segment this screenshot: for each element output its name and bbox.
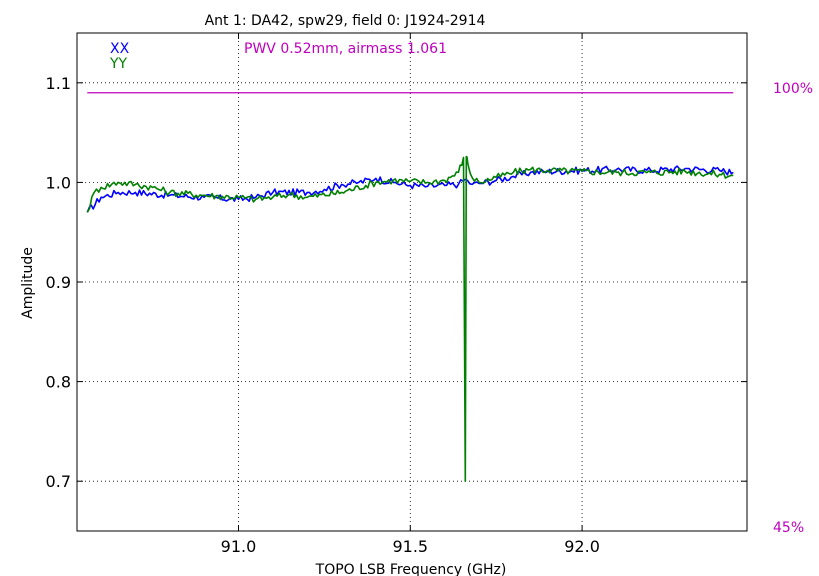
x-axis-label: TOPO LSB Frequency (GHz) [315, 562, 507, 576]
series-line-yy [86, 155, 734, 483]
right-axis-top-label: 100% [773, 81, 813, 97]
chart-title: Ant 1: DA42, spw29, field 0: J1924-2914 [205, 13, 486, 29]
x-tick-label: 92.0 [564, 537, 600, 556]
y-tick-label: 1.1 [46, 74, 71, 93]
grid-lines [77, 33, 747, 531]
x-tick-label: 91.5 [392, 537, 428, 556]
axis-ticks: 91.0 91.5 92.0 0.7 0.8 0.9 1.0 1.1 [46, 33, 747, 556]
y-tick-label: 0.7 [46, 472, 71, 491]
legend-entry-yy: YY [109, 56, 128, 72]
y-axis-label: Amplitude [20, 247, 36, 319]
x-tick-label: 91.0 [221, 537, 257, 556]
legend-entry-xx: XX [110, 41, 130, 57]
y-tick-label: 0.9 [46, 273, 71, 292]
plot-series [86, 92, 734, 483]
right-axis-bottom-label: 45% [773, 520, 804, 536]
y-tick-label: 0.8 [46, 373, 71, 392]
pwv-annotation: PWV 0.52mm, airmass 1.061 [244, 41, 447, 57]
y-tick-label: 1.0 [46, 173, 71, 192]
series-line-xx [86, 165, 734, 213]
